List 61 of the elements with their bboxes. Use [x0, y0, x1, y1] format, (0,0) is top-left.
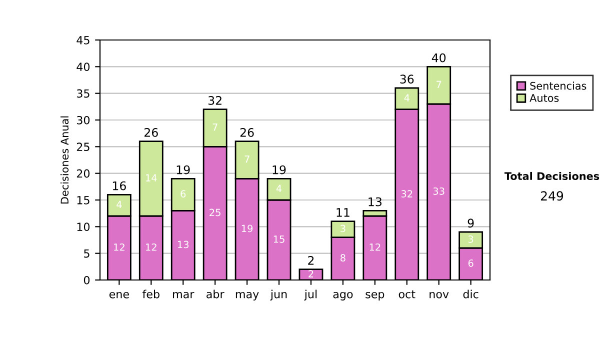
x-tick-label: nov — [430, 292, 449, 298]
total-label: 2 — [308, 256, 314, 265]
data-label: 7 — [212, 124, 218, 131]
total-label: 26 — [144, 128, 158, 137]
data-label: 7 — [436, 80, 442, 88]
data-label: 19 — [242, 224, 253, 232]
y-tick-label: 15 — [77, 196, 90, 204]
data-label: 12 — [146, 243, 156, 251]
y-tick-label: 40 — [76, 62, 90, 72]
data-label: 14 — [146, 174, 157, 182]
data-label: 4 — [404, 94, 410, 102]
x-tick-label: may — [236, 292, 259, 300]
x-tick-label: abr — [206, 290, 224, 298]
data-label: 3 — [468, 235, 474, 243]
total-label: 19 — [272, 165, 286, 174]
y-tick-label: 20 — [76, 169, 90, 178]
y-tick-label: 45 — [76, 36, 90, 44]
x-tick-label: feb — [142, 290, 160, 298]
data-label: 12 — [114, 243, 124, 251]
total-label: 26 — [240, 128, 254, 137]
data-label: 13 — [178, 240, 189, 248]
x-tick-label: mar — [173, 292, 194, 298]
total-label: 36 — [400, 74, 414, 84]
data-label: 6 — [180, 190, 186, 198]
data-label: 12 — [370, 243, 380, 251]
total-label: 13 — [368, 197, 382, 206]
x-tick-label: sep — [366, 292, 384, 300]
data-label: 2 — [308, 270, 314, 278]
data-label: 3 — [340, 224, 346, 232]
x-tick-label: dic — [463, 290, 478, 298]
y-tick-label: 25 — [76, 142, 90, 152]
total-label: 9 — [468, 218, 474, 228]
text: Total Decisiones — [504, 172, 600, 180]
y-tick-label: 30 — [76, 116, 90, 124]
data-label: 32 — [401, 190, 412, 198]
legend-label: Autos — [530, 94, 559, 102]
data-label: 4 — [276, 184, 282, 192]
data-label: 15 — [274, 236, 284, 243]
data-label: 8 — [340, 254, 346, 262]
data-label: 6 — [468, 259, 474, 267]
total-label: 40 — [432, 53, 446, 62]
x-tick-label: ago — [333, 292, 353, 300]
y-tick-label: 5 — [84, 249, 90, 258]
x-tick-label: oct — [398, 290, 416, 298]
y-tick-label: 10 — [77, 222, 90, 232]
data-label: 4 — [116, 200, 122, 208]
y-tick-label: 0 — [84, 276, 90, 284]
data-label: 33 — [433, 187, 444, 195]
x-tick-label: jul — [304, 290, 317, 300]
total-label: 16 — [112, 181, 126, 190]
data-label: 25 — [210, 208, 220, 216]
y-tick-label: 35 — [76, 89, 90, 98]
legend-label: Sentencias — [530, 82, 586, 90]
y-axis-title: Decisiones Anual — [60, 116, 69, 204]
x-tick-label: ene — [109, 292, 129, 298]
text: 249 — [540, 191, 564, 201]
x-tick-label: jun — [270, 290, 287, 300]
total-label: 32 — [208, 96, 222, 105]
total-label: 11 — [336, 208, 350, 217]
data-label: 7 — [244, 156, 250, 163]
total-label: 19 — [176, 165, 190, 174]
